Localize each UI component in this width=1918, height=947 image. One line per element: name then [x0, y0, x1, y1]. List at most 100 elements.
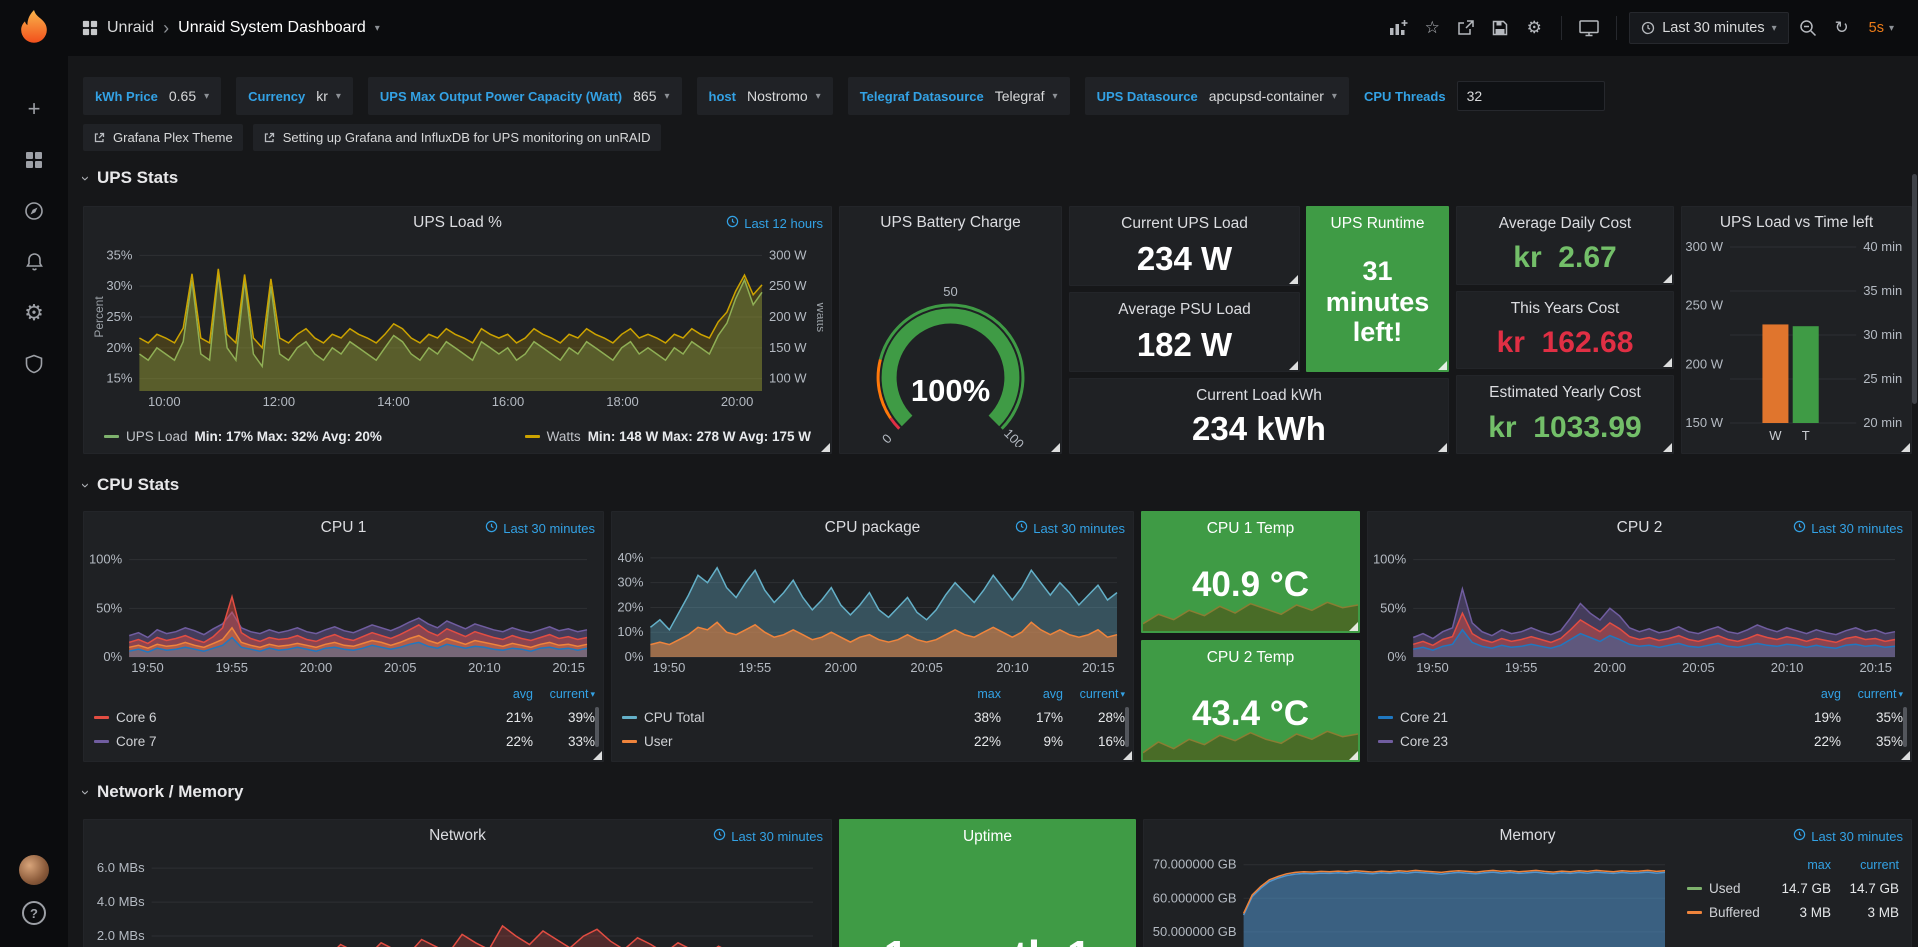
variable-value[interactable]: Nostromo	[746, 88, 808, 104]
panel-title[interactable]: This Years Cost	[1510, 299, 1620, 317]
resize-handle[interactable]	[1349, 622, 1358, 631]
legend-col-avg[interactable]: avg	[1820, 687, 1841, 701]
legend-scrollbar[interactable]	[1903, 707, 1907, 747]
variable-currency[interactable]: Currency kr ▾	[236, 77, 353, 115]
link-grafana-plex-theme[interactable]: Grafana Plex Theme	[83, 124, 243, 151]
configuration-gear-icon[interactable]: ⚙	[24, 300, 44, 325]
resize-handle[interactable]	[1663, 443, 1672, 453]
variable-ups-max-output[interactable]: UPS Max Output Power Capacity (Watt) 865…	[367, 77, 682, 115]
resize-handle[interactable]	[1349, 751, 1358, 760]
resize-handle[interactable]	[1289, 361, 1298, 370]
legend-col-current[interactable]: current ▾	[1079, 687, 1125, 701]
breadcrumb-folder[interactable]: Unraid	[107, 19, 155, 36]
tv-mode-icon[interactable]	[1574, 13, 1604, 43]
panel-title[interactable]: Network	[429, 827, 486, 844]
variable-value[interactable]: kr	[316, 88, 328, 104]
variable-telegraf-datasource[interactable]: Telegraf Datasource Telegraf ▾	[847, 77, 1070, 115]
panel-timerange-link[interactable]: Last 30 minutes	[1793, 828, 1903, 844]
variable-kwh-price[interactable]: kWh Price 0.65 ▾	[83, 77, 222, 115]
legend-item[interactable]: UPS Load Min: 17% Max: 32% Avg: 20%	[104, 429, 382, 444]
grafana-logo-icon[interactable]	[15, 8, 53, 53]
dashboard-grid-icon[interactable]	[82, 20, 98, 36]
legend-col-current[interactable]: current ▾	[549, 687, 595, 701]
save-icon[interactable]	[1485, 13, 1515, 43]
legend-col-current[interactable]: current ▾	[1857, 687, 1903, 701]
section-header-ups-stats[interactable]: › UPS Stats	[77, 168, 1912, 188]
refresh-icon[interactable]: ↻	[1834, 18, 1849, 37]
share-icon[interactable]	[1451, 13, 1481, 43]
panel-title[interactable]: UPS Load vs Time left	[1719, 214, 1874, 231]
series-color-swatch[interactable]	[1378, 739, 1393, 743]
panel-title[interactable]: Average PSU Load	[1118, 301, 1251, 318]
caret-down-icon[interactable]: ▾	[374, 22, 380, 34]
panel-title[interactable]: Current UPS Load	[1121, 215, 1248, 232]
resize-handle[interactable]	[593, 751, 602, 760]
legend-item[interactable]: Watts Min: 148 W Max: 278 W Avg: 175 W	[524, 429, 811, 444]
panel-timerange-link[interactable]: Last 30 minutes	[1793, 520, 1903, 536]
variable-ups-datasource[interactable]: UPS Datasource apcupsd-container ▾	[1084, 77, 1349, 115]
legend-col-avg[interactable]: avg	[1042, 687, 1063, 701]
series-color-swatch[interactable]	[622, 739, 637, 743]
resize-handle[interactable]	[1438, 361, 1447, 370]
series-color-swatch[interactable]	[622, 715, 637, 719]
legend-col-current[interactable]: current	[1860, 858, 1899, 872]
resize-handle[interactable]	[1901, 751, 1910, 760]
panel-title[interactable]: Average Daily Cost	[1498, 215, 1632, 232]
panel-title[interactable]: CPU 1	[320, 519, 367, 536]
resize-handle[interactable]	[1051, 443, 1060, 452]
panel-timerange-link[interactable]: Last 12 hours	[726, 215, 823, 231]
alerting-bell-icon[interactable]	[22, 250, 46, 274]
legend-scrollbar[interactable]	[595, 707, 599, 747]
variable-value[interactable]: 0.65	[168, 88, 197, 104]
legend-col-avg[interactable]: avg	[512, 687, 533, 701]
zoom-out-icon[interactable]	[1793, 13, 1823, 43]
panel-timerange-link[interactable]: Last 30 minutes	[485, 520, 595, 536]
resize-handle[interactable]	[1901, 443, 1910, 452]
resize-handle[interactable]	[1663, 273, 1672, 283]
explore-compass-icon[interactable]	[22, 199, 46, 223]
panel-title[interactable]: Estimated Yearly Cost	[1489, 384, 1641, 402]
resize-handle[interactable]	[1123, 751, 1132, 760]
series-color-swatch[interactable]	[1378, 715, 1393, 719]
add-panel-icon[interactable]	[1383, 13, 1413, 43]
panel-title[interactable]: CPU 2	[1616, 519, 1663, 536]
panel-title[interactable]: Memory	[1499, 827, 1556, 844]
section-header-network-memory[interactable]: › Network / Memory	[77, 782, 1912, 802]
resize-handle[interactable]	[1438, 443, 1447, 452]
time-range-picker[interactable]: Last 30 minutes ▾	[1629, 12, 1789, 44]
variable-host[interactable]: host Nostromo ▾	[696, 77, 833, 115]
panel-timerange-link[interactable]: Last 30 minutes	[1015, 520, 1125, 536]
legend-col-max[interactable]: max	[977, 687, 1001, 701]
refresh-interval-picker[interactable]: 5s ▾	[1861, 12, 1902, 44]
resize-handle[interactable]	[1663, 358, 1672, 368]
panel-title[interactable]: UPS Runtime	[1330, 215, 1425, 232]
dashboard-title[interactable]: Unraid System Dashboard	[178, 19, 366, 36]
link-ups-monitoring-guide[interactable]: Setting up Grafana and InfluxDB for UPS …	[252, 124, 661, 151]
user-avatar[interactable]	[19, 855, 49, 885]
section-header-cpu-stats[interactable]: › CPU Stats	[77, 475, 1912, 495]
dashboards-icon[interactable]	[22, 148, 46, 172]
variable-value[interactable]: apcupsd-container	[1208, 88, 1324, 104]
resize-handle[interactable]	[821, 443, 830, 452]
star-icon[interactable]: ☆	[1424, 18, 1440, 37]
panel-title[interactable]: Current Load kWh	[1196, 387, 1322, 404]
panel-timerange-link[interactable]: Last 30 minutes	[713, 828, 823, 844]
legend-col-max[interactable]: max	[1807, 858, 1831, 872]
panel-title[interactable]: UPS Battery Charge	[880, 214, 1021, 231]
panel-title[interactable]: CPU 2 Temp	[1206, 649, 1295, 666]
create-icon[interactable]: +	[27, 96, 41, 121]
settings-gear-icon[interactable]: ⚙	[1526, 18, 1542, 37]
help-icon[interactable]: ?	[22, 901, 46, 925]
scrollbar-thumb[interactable]	[1912, 174, 1917, 404]
series-color-swatch[interactable]	[94, 739, 109, 743]
series-color-swatch[interactable]	[1687, 910, 1702, 914]
resize-handle[interactable]	[1289, 275, 1298, 284]
panel-title[interactable]: Uptime	[962, 828, 1013, 845]
window-scrollbar[interactable]	[1911, 56, 1918, 947]
panel-title[interactable]: UPS Load %	[413, 214, 502, 231]
cpu-threads-input[interactable]: 32	[1456, 81, 1605, 111]
variable-value[interactable]: 865	[633, 88, 657, 104]
series-color-swatch[interactable]	[94, 715, 109, 719]
server-admin-shield-icon[interactable]	[22, 352, 46, 376]
legend-scrollbar[interactable]	[1125, 707, 1129, 747]
